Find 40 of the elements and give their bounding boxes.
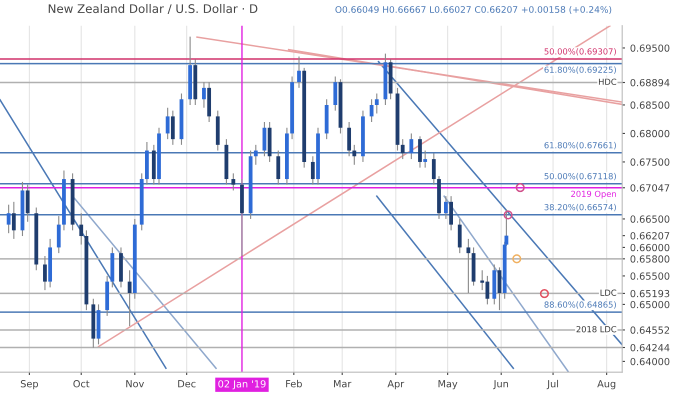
ref-line-label: 61.80%(0.67661) <box>544 142 616 150</box>
ref-line-label: 2019 Open <box>571 190 616 199</box>
x-tick-label: Feb <box>286 380 302 388</box>
y-tick-label: 0.68500 <box>630 101 670 109</box>
y-tick-label: 0.66000 <box>630 244 670 252</box>
ref-line-label: HDC <box>598 78 616 85</box>
y-tick-label: 0.66500 <box>630 215 670 223</box>
x-tick-label: Jun <box>493 380 508 390</box>
ref-line-label: 02 Jan '19 <box>218 380 266 390</box>
y-tick-label: 0.68000 <box>630 130 670 138</box>
x-tick-label: Oct <box>73 380 90 388</box>
ref-line-label: 88.60%(0.64865) <box>544 301 616 309</box>
ref-line-label: 50.00%(0.67118) <box>544 172 616 180</box>
y-tick-label: 0.67047 <box>630 184 670 192</box>
ref-line-label: LDC <box>600 290 616 296</box>
text: O0.66049 H0.66667 L0.66027 C0.66207 +0.00158 (+0.24%) <box>335 6 612 14</box>
ref-line-label: 50.00%(0.69307) <box>544 48 616 56</box>
y-tick-label: 0.65500 <box>630 272 670 280</box>
y-tick-label: 0.65000 <box>630 300 670 308</box>
x-tick-label: Nov <box>126 380 144 388</box>
y-tick-label: 0.66207 <box>630 232 670 240</box>
x-tick-label: Apr <box>387 380 404 390</box>
y-tick-label: 0.64552 <box>630 326 670 334</box>
ref-line-label: 61.80%(0.69225) <box>544 66 616 74</box>
x-tick-label: Sep <box>20 380 38 390</box>
x-tick-label: Jul <box>546 380 558 390</box>
y-tick-label: 0.68894 <box>630 78 670 86</box>
y-tick-label: 0.64000 <box>630 358 670 366</box>
x-tick-label: Aug <box>597 380 616 390</box>
y-tick-label: 0.65193 <box>630 290 670 298</box>
x-tick-label: May <box>438 380 458 390</box>
x-tick-label: Mar <box>334 380 352 388</box>
chart-title: New Zealand Dollar / U.S. Dollar · D <box>48 4 258 14</box>
y-tick-label: 0.69500 <box>630 44 670 52</box>
y-tick-label: 0.64244 <box>630 344 670 352</box>
y-tick-label: 0.67500 <box>630 158 670 166</box>
x-tick-label: Dec <box>178 380 196 388</box>
y-tick-label: 0.65800 <box>630 255 670 263</box>
ref-line-label: 38.20%(0.66574) <box>544 204 616 212</box>
ref-line-label: 2018 LDC <box>576 326 616 332</box>
